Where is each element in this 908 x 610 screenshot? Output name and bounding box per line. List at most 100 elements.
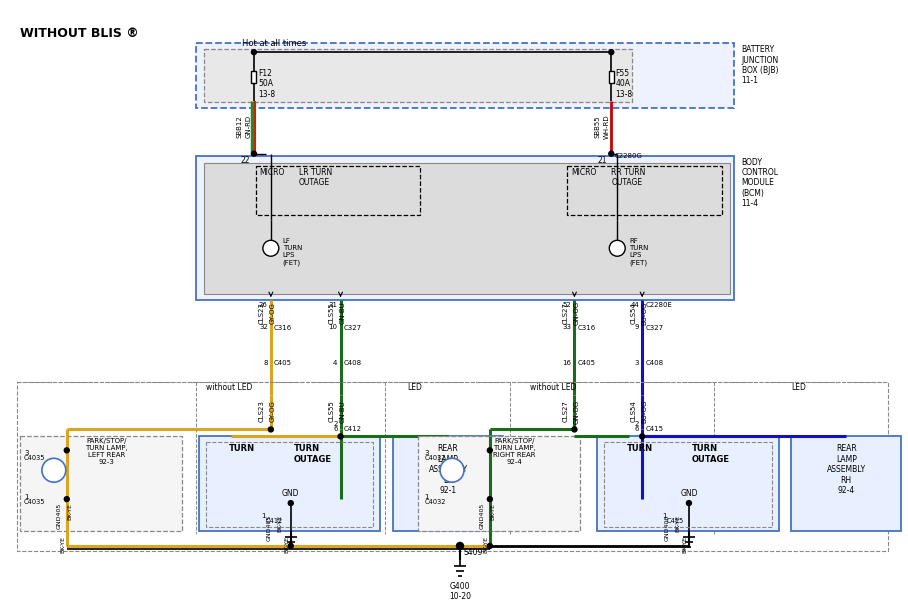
Text: C2280E: C2280E [645, 302, 672, 308]
Text: CLS54: CLS54 [630, 302, 637, 324]
Text: 4: 4 [333, 360, 338, 366]
Circle shape [457, 542, 463, 550]
Text: 16: 16 [562, 360, 571, 366]
Text: 6: 6 [635, 426, 639, 432]
Bar [393, 436, 503, 531]
Circle shape [608, 49, 614, 55]
Text: 9: 9 [635, 324, 639, 330]
Circle shape [338, 434, 343, 439]
Text: RR TURN
OUTAGE: RR TURN OUTAGE [611, 168, 646, 187]
Text: C412: C412 [266, 518, 283, 524]
Bar [792, 436, 901, 531]
Text: 1: 1 [262, 513, 266, 519]
Bar [20, 436, 183, 531]
Text: BK-YE: BK-YE [67, 503, 73, 520]
Text: 44: 44 [630, 302, 639, 308]
Bar [204, 49, 632, 102]
Text: BODY
CONTROL
MODULE
(BCM)
11-4: BODY CONTROL MODULE (BCM) 11-4 [742, 157, 779, 208]
Circle shape [263, 240, 279, 256]
Circle shape [572, 427, 577, 432]
Text: CLS23: CLS23 [259, 302, 265, 324]
Text: C4032: C4032 [424, 499, 446, 505]
Text: CLS27: CLS27 [562, 401, 568, 423]
Text: BK-YE: BK-YE [676, 515, 680, 532]
Text: SBB12: SBB12 [237, 115, 243, 138]
Circle shape [252, 151, 256, 156]
Bar [196, 156, 734, 300]
Bar [206, 442, 373, 527]
Text: TURN: TURN [45, 468, 63, 473]
Bar [568, 166, 722, 215]
Text: CLS27: CLS27 [562, 302, 568, 324]
Bar [17, 382, 888, 551]
Bar [608, 71, 614, 82]
Text: BATTERY
JUNCTION
BOX (BJB)
11-1: BATTERY JUNCTION BOX (BJB) 11-1 [742, 45, 779, 85]
Text: C4032: C4032 [424, 455, 446, 461]
Circle shape [64, 497, 69, 501]
Text: GY-OG: GY-OG [270, 401, 276, 423]
Text: GN-BU: GN-BU [340, 301, 346, 325]
Bar [605, 442, 772, 527]
Text: C415: C415 [667, 518, 685, 524]
Text: TURN: TURN [443, 468, 460, 473]
Circle shape [488, 448, 492, 453]
Bar [256, 166, 420, 215]
Text: 1: 1 [24, 494, 28, 500]
Text: 22: 22 [241, 156, 250, 165]
Text: 3: 3 [424, 450, 429, 456]
Text: MICRO: MICRO [571, 168, 597, 177]
Text: CLS55: CLS55 [329, 302, 334, 324]
Text: 2: 2 [635, 422, 639, 428]
Text: 21: 21 [597, 156, 607, 165]
Text: TURN
OUTAGE: TURN OUTAGE [293, 444, 331, 464]
Circle shape [288, 501, 293, 506]
Text: LED: LED [408, 382, 422, 392]
Text: GN-OG: GN-OG [574, 301, 579, 325]
Text: GY-OG: GY-OG [270, 302, 276, 324]
Text: PARK/STOP/
TURN LAMP,
RIGHT REAR
92-4: PARK/STOP/ TURN LAMP, RIGHT REAR 92-4 [493, 439, 536, 465]
Circle shape [686, 501, 691, 506]
Text: REAR
LAMP
ASSEMBLY
LH
92-1: REAR LAMP ASSEMBLY LH 92-1 [429, 444, 468, 495]
Text: BK-YE: BK-YE [683, 536, 687, 553]
Text: C327: C327 [645, 325, 663, 331]
Circle shape [608, 151, 614, 156]
Text: without LED: without LED [206, 382, 252, 392]
Circle shape [488, 497, 492, 501]
Circle shape [288, 544, 293, 548]
Text: GND405: GND405 [56, 503, 62, 529]
Text: C316: C316 [577, 325, 596, 331]
Text: REAR
LAMP
ASSEMBLY
RH
92-4: REAR LAMP ASSEMBLY RH 92-4 [826, 444, 865, 495]
Circle shape [440, 458, 464, 482]
Text: GN-OG: GN-OG [574, 400, 579, 423]
Text: LF
TURN
LPS
(FET): LF TURN LPS (FET) [282, 239, 302, 266]
Text: C408: C408 [645, 360, 663, 366]
Text: GND: GND [282, 489, 300, 498]
Bar [597, 436, 778, 531]
Text: 33: 33 [562, 324, 571, 330]
Circle shape [488, 544, 492, 548]
Text: 2: 2 [333, 422, 338, 428]
Text: C4035: C4035 [24, 455, 45, 461]
Text: C2280G: C2280G [615, 152, 642, 159]
Text: 1: 1 [663, 513, 667, 519]
Text: F12
50A
13-8: F12 50A 13-8 [258, 69, 275, 99]
Circle shape [252, 49, 256, 55]
Text: TURN: TURN [627, 444, 654, 453]
Text: GN-RD: GN-RD [246, 115, 252, 138]
Bar [252, 71, 256, 82]
Circle shape [64, 448, 69, 453]
Text: GND: GND [680, 489, 697, 498]
Text: BK-YE: BK-YE [277, 515, 282, 532]
Text: 52: 52 [563, 302, 571, 308]
Bar [419, 436, 580, 531]
Text: BK-YE: BK-YE [483, 536, 489, 553]
Circle shape [42, 458, 65, 482]
Text: GND406: GND406 [665, 515, 669, 541]
Text: F55
40A
13-8: F55 40A 13-8 [616, 69, 632, 99]
Text: C405: C405 [577, 360, 596, 366]
Text: C405: C405 [274, 360, 291, 366]
Text: TURN: TURN [229, 444, 255, 453]
Text: C327: C327 [343, 325, 361, 331]
Circle shape [639, 434, 645, 439]
Text: 3: 3 [635, 360, 639, 366]
